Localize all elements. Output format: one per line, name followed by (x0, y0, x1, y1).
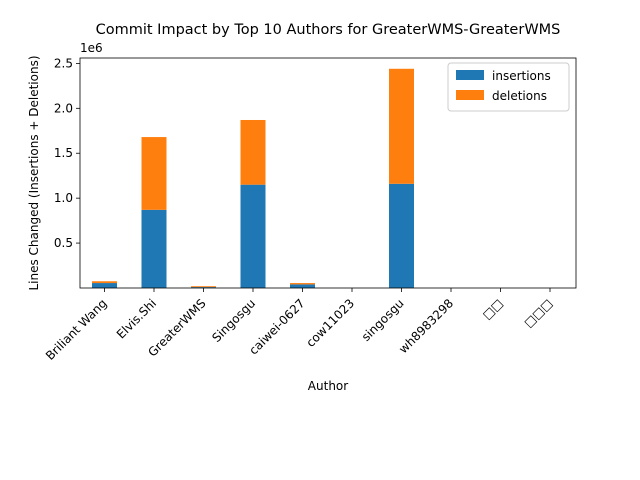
x-tick-label: □□□ (521, 296, 555, 330)
y-tick-label: 0.5 (54, 236, 73, 250)
y-axis-ticks: 0.5 1.0 1.5 2.0 2.5 (54, 56, 80, 250)
legend-label-insertions: insertions (492, 69, 551, 83)
plot-frame (79, 57, 577, 289)
bar-deletions (92, 281, 117, 284)
x-tick-label: Singosgu (209, 296, 258, 345)
y-tick-label: 1.0 (54, 191, 73, 205)
chart-title: Commit Impact by Top 10 Authors for Grea… (96, 22, 561, 38)
x-tick-label: singosgu (359, 296, 407, 344)
legend: insertions deletions (447, 62, 570, 112)
y-axis-label: Lines Changed (Insertions + Deletions) (27, 55, 41, 290)
legend-swatch-deletions (456, 90, 484, 100)
y-tick-label: 2.5 (54, 56, 73, 70)
bars (92, 68, 414, 288)
bar-deletions (389, 68, 414, 184)
x-tick-label: Briliant Wang (43, 296, 110, 363)
bar-insertions (240, 184, 266, 288)
bar-deletions (290, 283, 315, 285)
y-offset-label: 1e6 (80, 41, 103, 55)
bar-deletions (141, 137, 167, 210)
legend-swatch-insertions (456, 70, 484, 80)
y-tick-label: 1.5 (54, 146, 73, 160)
bar-insertions (141, 209, 167, 288)
bar-insertions (191, 287, 216, 288)
x-tick-label: Elvis.Shi (114, 296, 159, 341)
x-tick-label: cow11023 (303, 296, 357, 350)
bar-insertions (389, 183, 414, 288)
bar-insertions (92, 283, 117, 288)
bar-deletions (240, 119, 266, 185)
legend-label-deletions: deletions (492, 89, 547, 103)
x-axis-label: Author (308, 379, 348, 393)
x-tick-label: □□ (480, 296, 506, 322)
bar-deletions (191, 286, 216, 288)
bar-insertions (290, 284, 315, 288)
y-tick-label: 2.0 (54, 101, 73, 115)
